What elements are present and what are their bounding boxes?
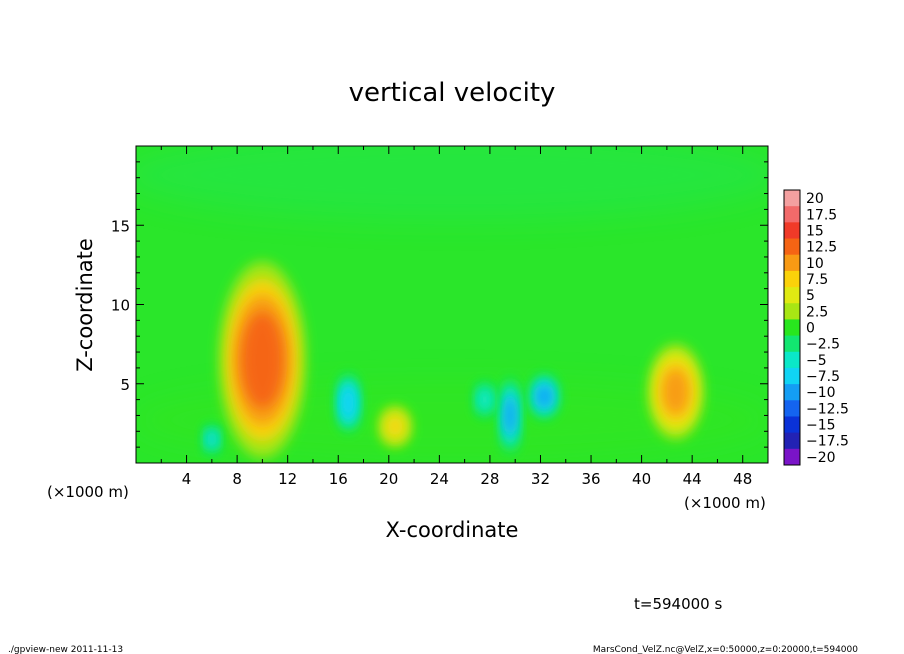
- background-haze-upper: [136, 146, 768, 220]
- colorbar-swatch-10: [784, 351, 800, 369]
- chart-title: vertical velocity: [349, 78, 556, 108]
- y-axis-label: Z-coordinate: [73, 238, 97, 372]
- colorbar-label-3: 12.5: [806, 240, 837, 256]
- colorbar: 2017.51512.5107.552.50−2.5−5−7.5−10−12.5…: [783, 189, 849, 466]
- colorbar-swatch-7: [784, 303, 800, 320]
- colorbar-label-6: 5: [806, 288, 815, 304]
- colorbar-label-5: 7.5: [806, 272, 828, 288]
- colorbar-label-15: −17.5: [806, 434, 849, 450]
- x-tick-label-3: 16: [329, 470, 348, 488]
- x-tick-label-8: 36: [581, 470, 600, 488]
- colorbar-label-12: −10: [806, 385, 836, 401]
- colorbar-label-9: −2.5: [806, 337, 840, 353]
- x-tick-label-5: 24: [430, 470, 449, 488]
- y-tick-label-2: 15: [111, 217, 130, 235]
- x-axis-label: X-coordinate: [386, 518, 519, 542]
- field-feature-6: [203, 424, 221, 454]
- footer-left: ./gpview-new 2011-11-13: [8, 645, 123, 654]
- colorbar-swatch-14: [784, 416, 800, 434]
- colorbar-swatch-0: [784, 190, 800, 207]
- field-feature-0: [218, 261, 306, 459]
- x-tick-label-9: 40: [632, 470, 651, 488]
- colorbar-swatch-13: [784, 400, 800, 417]
- x-tick-label-11: 48: [733, 470, 752, 488]
- y-tick-label-1: 10: [111, 297, 130, 315]
- x-tick-label-2: 12: [278, 470, 297, 488]
- field-feature-5: [336, 373, 360, 432]
- heatmap-field: [136, 146, 768, 460]
- field-feature-1: [648, 343, 704, 440]
- colorbar-label-8: 0: [806, 321, 815, 337]
- footer-right: MarsCond_VelZ.nc@VelZ,x=0:50000,z=0:2000…: [593, 645, 858, 654]
- colorbar-label-10: −5: [806, 353, 827, 369]
- y-axis: 5 10 15: [111, 161, 768, 448]
- colorbar-swatch-3: [784, 238, 800, 256]
- time-label: t=594000 s: [634, 595, 722, 613]
- colorbar-swatch-15: [784, 432, 800, 450]
- colorbar-swatch-12: [784, 384, 800, 401]
- colorbar-label-7: 2.5: [806, 304, 828, 320]
- colorbar-label-1: 17.5: [806, 207, 837, 223]
- colorbar-swatch-11: [784, 367, 800, 385]
- field-feature-4: [499, 377, 521, 454]
- field-feature-2: [379, 406, 412, 447]
- colorbar-swatch-9: [784, 335, 800, 353]
- colorbar-swatch-8: [784, 319, 800, 337]
- colorbar-swatch-16: [784, 448, 800, 466]
- x-axis: 4 8 12 16 20 24 28 32 36 40 44 48: [160, 146, 769, 488]
- colorbar-label-2: 15: [806, 223, 824, 239]
- x-tick-label-6: 28: [480, 470, 499, 488]
- colorbar-label-0: 20: [806, 191, 824, 207]
- colorbar-swatch-4: [784, 254, 800, 272]
- x-tick-label-7: 32: [531, 470, 550, 488]
- colorbar-label-14: −15: [806, 418, 836, 434]
- field-feature-3: [529, 374, 559, 419]
- colorbar-label-16: −20: [806, 450, 836, 466]
- colorbar-swatch-1: [784, 206, 800, 223]
- x-unit-left: (×1000 m): [47, 483, 129, 501]
- colorbar-swatch-6: [784, 287, 800, 304]
- x-tick-label-1: 8: [232, 470, 242, 488]
- x-unit-right: (×1000 m): [684, 494, 766, 512]
- colorbar-label-4: 10: [806, 256, 824, 272]
- colorbar-label-13: −12.5: [806, 401, 849, 417]
- colorbar-swatch-5: [784, 270, 800, 288]
- x-tick-label-0: 4: [182, 470, 192, 488]
- x-tick-label-10: 44: [683, 470, 702, 488]
- x-tick-label-4: 20: [379, 470, 398, 488]
- colorbar-swatch-2: [784, 222, 800, 240]
- field-feature-7: [474, 382, 496, 417]
- colorbar-label-11: −7.5: [806, 369, 840, 385]
- y-tick-label-0: 5: [120, 376, 130, 394]
